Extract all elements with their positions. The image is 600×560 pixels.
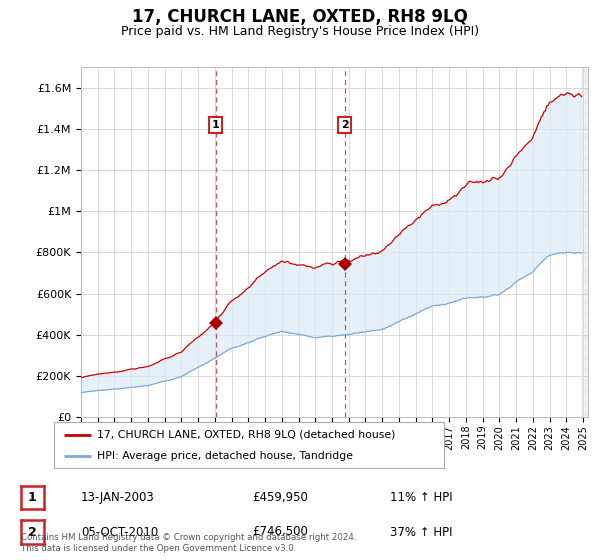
Text: Price paid vs. HM Land Registry's House Price Index (HPI): Price paid vs. HM Land Registry's House … <box>121 25 479 38</box>
Text: Contains HM Land Registry data © Crown copyright and database right 2024.
This d: Contains HM Land Registry data © Crown c… <box>21 533 356 553</box>
Text: 2: 2 <box>341 120 349 130</box>
Text: 11% ↑ HPI: 11% ↑ HPI <box>390 491 452 504</box>
Text: 1: 1 <box>212 120 220 130</box>
Text: 1: 1 <box>28 491 37 504</box>
Text: HPI: Average price, detached house, Tandridge: HPI: Average price, detached house, Tand… <box>97 451 353 461</box>
Text: 2: 2 <box>28 525 37 539</box>
Text: 17, CHURCH LANE, OXTED, RH8 9LQ (detached house): 17, CHURCH LANE, OXTED, RH8 9LQ (detache… <box>97 430 395 440</box>
Text: 37% ↑ HPI: 37% ↑ HPI <box>390 525 452 539</box>
Text: £746,500: £746,500 <box>252 525 308 539</box>
Text: 13-JAN-2003: 13-JAN-2003 <box>81 491 155 504</box>
Text: 17, CHURCH LANE, OXTED, RH8 9LQ: 17, CHURCH LANE, OXTED, RH8 9LQ <box>132 8 468 26</box>
Text: £459,950: £459,950 <box>252 491 308 504</box>
Text: 05-OCT-2010: 05-OCT-2010 <box>81 525 158 539</box>
